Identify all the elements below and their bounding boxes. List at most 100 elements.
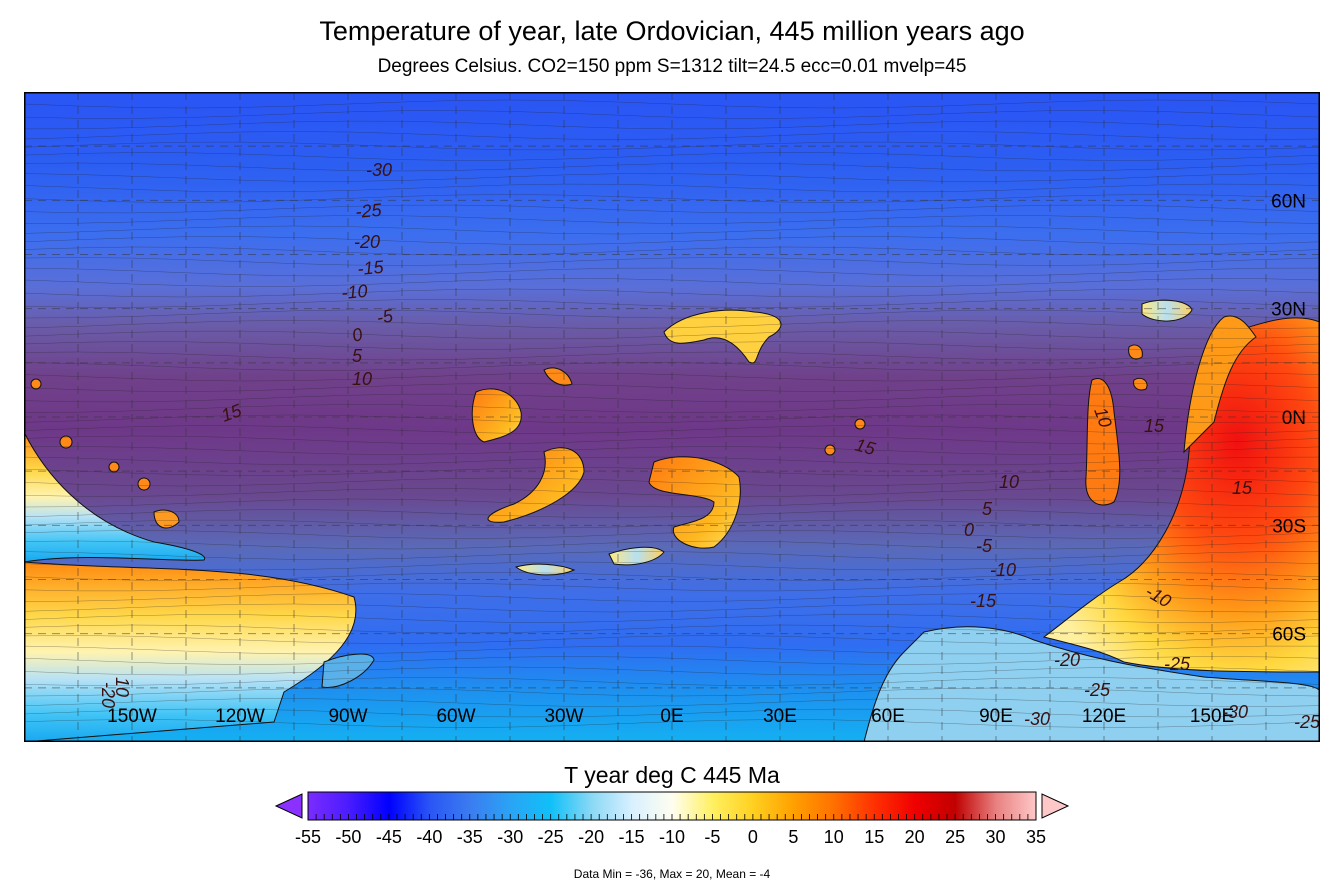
contour-label: 5 (982, 499, 993, 519)
island-a (471, 388, 522, 443)
colorbar-segment (995, 792, 1037, 820)
colorbar-tick-label: -30 (497, 827, 523, 847)
contour-label: -20 (1054, 650, 1080, 670)
contour-label: 0 (964, 520, 974, 540)
colorbar-segment (388, 792, 430, 820)
contour-label: -25 (1084, 680, 1111, 700)
colorbar-tick-label: 10 (824, 827, 844, 847)
colorbar-segment (510, 792, 552, 820)
colorbar-title: T year deg C 445 Ma (564, 762, 780, 788)
lat-label: 60N (1271, 191, 1306, 212)
map-frame (24, 92, 1320, 742)
colorbar-segment (469, 792, 511, 820)
colorbar-segment (591, 792, 633, 820)
colorbar-tick-label: 20 (905, 827, 925, 847)
lon-label: 120W (215, 706, 265, 727)
island-m (1133, 377, 1148, 391)
lon-label: 150E (1190, 706, 1234, 727)
colorbar-segment (712, 792, 754, 820)
colorbar-tick-label: 25 (945, 827, 965, 847)
colorbar-tick-label: -45 (376, 827, 402, 847)
lat-label: 30N (1271, 300, 1306, 321)
colorbar-tick-label: -5 (704, 827, 720, 847)
colorbar-segment (914, 792, 956, 820)
contour-label: -30 (1222, 702, 1248, 722)
island-o (59, 435, 73, 449)
colorbar-high-arrow (1041, 793, 1070, 819)
island-q (137, 477, 151, 491)
island-p (108, 461, 120, 473)
colorbar-tick-label: 35 (1026, 827, 1046, 847)
island-s (854, 418, 866, 430)
west-coast-land (24, 431, 206, 563)
island-e (1085, 378, 1121, 506)
contour-label: -20 (98, 682, 118, 708)
colorbar-segment (793, 792, 835, 820)
contour-label: -25 (1164, 654, 1191, 674)
contour-label: 0 (350, 324, 365, 346)
lon-label: 90E (979, 706, 1013, 727)
island-r (824, 444, 836, 456)
contour-label: 10 (112, 677, 132, 697)
island-i (153, 509, 180, 529)
island-n (30, 378, 42, 390)
southern-landmass-east (863, 626, 1320, 742)
colorbar-segment (429, 792, 471, 820)
lat-label: 0N (1282, 408, 1306, 429)
colorbar-segment (348, 792, 390, 820)
contour-label: -5 (375, 305, 395, 328)
colorbar-tick-label: -15 (619, 827, 645, 847)
colorbar-tick-label: 30 (986, 827, 1006, 847)
latitude-labels: 60N 30N 0N 30S 60S (1271, 191, 1306, 645)
longitude-labels: 150W 120W 90W 60W 30W 0E 30E 60E 90E 120E 150E (107, 706, 1234, 727)
contour-label: -25 (1294, 712, 1320, 732)
contour-label: -30 (1024, 709, 1050, 729)
island-h (514, 563, 576, 576)
contour-label: 10 (999, 472, 1019, 492)
contour-label: -20 (354, 232, 380, 252)
colorbar-tick-label: -25 (538, 827, 564, 847)
data-statistics: Data Min = -36, Max = 20, Mean = -4 (573, 867, 771, 881)
island-b (487, 447, 585, 523)
colorbar-segment (955, 792, 997, 820)
colorbar-low-arrow (274, 793, 303, 819)
lat-label: 60S (1272, 625, 1306, 646)
east-peninsula (1183, 315, 1257, 454)
colorbar-segment (752, 792, 794, 820)
contour-label: -15 (357, 257, 386, 279)
lat-label: 30S (1272, 516, 1306, 537)
colorbar-tick-label: -10 (659, 827, 685, 847)
colorbar-tick-label: 15 (864, 827, 884, 847)
colorbar-segments (308, 792, 1037, 820)
colorbar-tick-label: -20 (578, 827, 604, 847)
colorbar-tick-label: 5 (788, 827, 798, 847)
island-k (1141, 299, 1193, 322)
colorbar-ticks: -55 -50 -45 -40 -35 -30 -25 -20 -15 -10 -5 0 5 10 15 20… (295, 814, 1046, 847)
lon-label: 90W (328, 706, 367, 727)
lon-label: 30E (763, 706, 797, 727)
colorbar-segment (550, 792, 592, 820)
island-l (1128, 344, 1143, 360)
lon-label: 60W (436, 706, 475, 727)
contour-label: -15 (970, 591, 997, 611)
contour-label: 15 (1232, 478, 1253, 498)
colorbar-tick-label: 0 (748, 827, 758, 847)
lon-label: 0E (660, 706, 683, 727)
contour-label: -30 (366, 160, 392, 180)
island-g (608, 546, 665, 566)
colorbar-tick-label: -55 (295, 827, 321, 847)
contour-lines (24, 99, 1320, 728)
contour-label: 15 (1144, 416, 1165, 436)
contour-label: 10 (352, 369, 372, 389)
contour-label: 5 (352, 346, 363, 366)
southwest-landmass (24, 561, 357, 742)
colorbar-segment (874, 792, 916, 820)
lon-label: 60E (871, 706, 905, 727)
lon-label: 150W (107, 706, 157, 727)
colorbar-tick-label: -50 (335, 827, 361, 847)
colorbar-segment (308, 792, 349, 820)
colorbar-tick-label: -35 (457, 827, 483, 847)
graticule (24, 92, 1320, 742)
lon-label: 120E (1082, 706, 1126, 727)
island-f (543, 367, 573, 386)
